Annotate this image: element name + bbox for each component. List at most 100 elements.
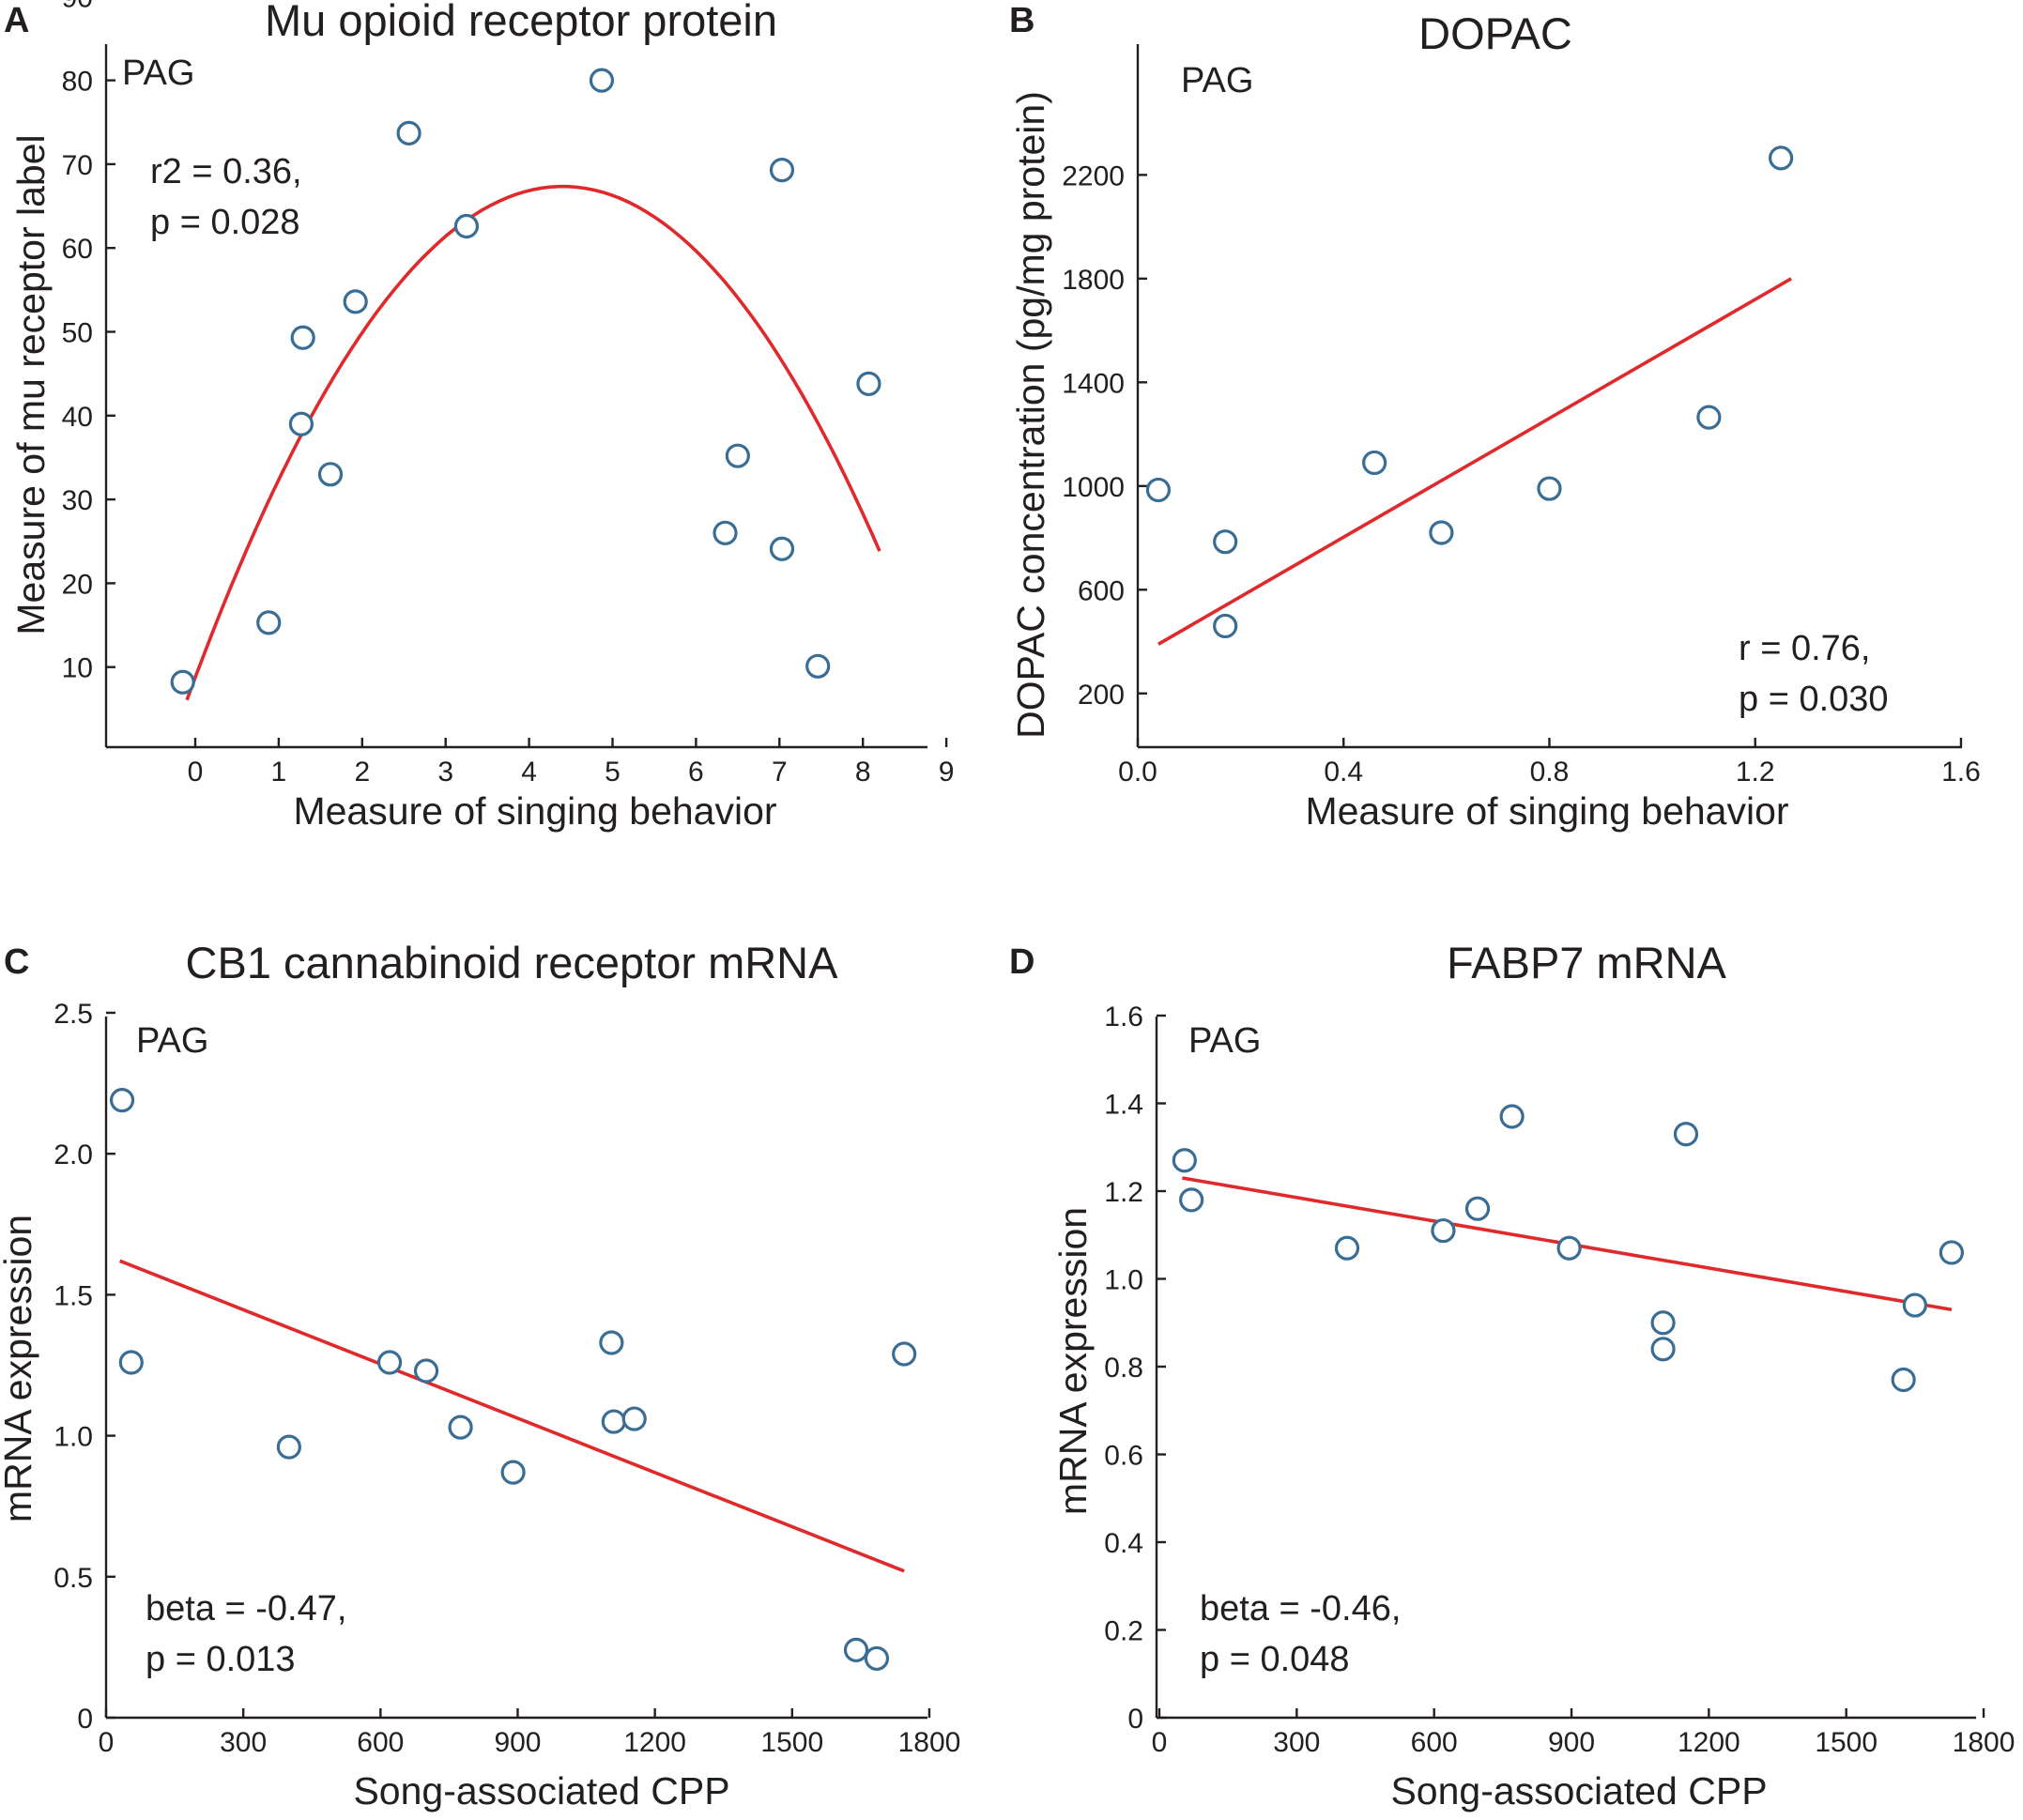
data-point <box>109 1088 135 1113</box>
y-tick-label: 30 <box>62 485 93 516</box>
y-tick-label: 600 <box>1078 575 1125 606</box>
panel-letter: D <box>1009 942 1034 982</box>
panel-letter: C <box>4 942 29 982</box>
region-label: PAG <box>1188 1021 1261 1061</box>
x-tick-label: 1.6 <box>1941 757 1981 788</box>
data-point <box>1696 405 1722 430</box>
data-point <box>500 1460 526 1485</box>
y-tick-label: 60 <box>62 234 93 265</box>
x-tick-label: 0 <box>99 1727 115 1758</box>
data-point <box>1213 613 1238 639</box>
y-tick-label: 0.6 <box>1104 1441 1143 1472</box>
stat-annotation: r2 = 0.36, <box>150 152 302 191</box>
y-tick-label: 0.2 <box>1104 1616 1143 1647</box>
data-point <box>376 1350 403 1375</box>
y-tick-label: 1400 <box>1062 368 1125 399</box>
y-tick-label: 80 <box>62 67 93 98</box>
data-point <box>396 120 421 145</box>
region-label: PAG <box>136 1021 208 1061</box>
x-tick-label: 300 <box>1273 1727 1320 1758</box>
x-axis-label: Measure of singing behavior <box>1305 789 1788 833</box>
data-point <box>276 1434 301 1460</box>
y-tick-label: 0.4 <box>1104 1528 1143 1559</box>
data-point <box>1429 520 1454 545</box>
stat-annotation: beta = -0.46, <box>1200 1589 1401 1629</box>
panel-c: C CB1 cannabinoid receptor mRNA 0 300 600 900… <box>0 938 960 1812</box>
stat-annotation: r = 0.76, <box>1739 629 1870 668</box>
chart-title: Mu opioid receptor protein <box>265 0 777 45</box>
data-point <box>1650 1310 1676 1336</box>
x-tick-label: 1800 <box>1953 1727 2015 1758</box>
y-tick-label: 1.0 <box>54 1422 93 1453</box>
data-point <box>892 1341 917 1367</box>
y-tick-label: 1.5 <box>54 1280 93 1311</box>
x-tick-label: 3 <box>437 757 453 788</box>
y-tick-label: 1.0 <box>1104 1265 1143 1296</box>
data-point <box>1179 1187 1204 1213</box>
stat-annotation: beta = -0.47, <box>146 1589 346 1629</box>
data-point <box>290 325 315 350</box>
x-tick-label: 1 <box>271 757 287 788</box>
data-point <box>317 462 344 487</box>
y-tick-label: 2.0 <box>54 1139 93 1170</box>
y-tick-label: 1800 <box>1062 265 1125 296</box>
data-point <box>843 1637 869 1663</box>
data-point <box>1499 1104 1525 1129</box>
y-tick-label: 1.4 <box>1104 1090 1143 1121</box>
data-point <box>448 1415 473 1440</box>
y-axis-label: mRNA expression <box>0 1215 39 1522</box>
data-point <box>1769 145 1794 171</box>
data-point <box>805 653 831 679</box>
x-tick-label: 1500 <box>1815 1727 1877 1758</box>
regression-line <box>118 1259 905 1573</box>
data-point <box>589 68 615 93</box>
data-point <box>856 371 881 396</box>
x-tick-label: 4 <box>521 757 537 788</box>
panel-a: A Mu opioid receptor protein 0 1 2 3 4 5 6 7 8 9 10 2… <box>4 0 954 833</box>
data-point <box>1145 477 1172 503</box>
x-tick-label: 5 <box>605 757 621 788</box>
data-point <box>1902 1292 1927 1318</box>
data-point <box>413 1358 439 1384</box>
x-tick-label: 1200 <box>1678 1727 1740 1758</box>
x-tick-label: 1800 <box>898 1727 961 1758</box>
y-tick-label: 90 <box>62 0 93 13</box>
data-point <box>1537 476 1562 501</box>
x-tick-label: 0.8 <box>1530 757 1570 788</box>
x-tick-label: 0.0 <box>1118 757 1157 788</box>
stat-annotation: p = 0.030 <box>1739 680 1889 719</box>
x-tick-label: 8 <box>855 757 871 788</box>
data-point <box>1362 450 1387 476</box>
x-tick-label: 2 <box>354 757 370 788</box>
panel-d: D FABP7 mRNA 0 300 600 900 1200 1500 1800 0 0.2 0.4… <box>1009 938 2015 1812</box>
y-tick-label: 0 <box>77 1704 93 1735</box>
data-point <box>599 1330 624 1355</box>
x-tick-label: 1.2 <box>1736 757 1775 788</box>
y-axis-label: DOPAC concentration (pg/mg protein) <box>1009 91 1052 739</box>
x-tick-label: 1500 <box>760 1727 823 1758</box>
x-tick-label: 0 <box>1152 1727 1168 1758</box>
data-point <box>1334 1235 1360 1261</box>
y-tick-label: 0 <box>1127 1704 1143 1735</box>
y-tick-label: 10 <box>62 653 93 684</box>
panel-letter: B <box>1009 1 1034 40</box>
x-tick-label: 1200 <box>623 1727 686 1758</box>
x-tick-label: 0 <box>188 757 204 788</box>
chart-title: FABP7 mRNA <box>1447 938 1726 987</box>
region-label: PAG <box>122 54 194 93</box>
data-point <box>1172 1148 1197 1173</box>
data-point <box>769 536 795 561</box>
y-tick-label: 1000 <box>1062 472 1125 503</box>
stat-annotation: p = 0.028 <box>150 203 300 242</box>
data-point <box>1673 1122 1699 1147</box>
x-axis-label: Song-associated CPP <box>1390 1769 1767 1812</box>
data-point <box>1939 1240 1964 1265</box>
data-point <box>256 610 282 635</box>
data-point <box>1431 1217 1456 1244</box>
data-point <box>713 520 738 545</box>
x-axis-label: Song-associated CPP <box>353 1769 729 1812</box>
y-tick-label: 50 <box>62 318 93 349</box>
y-axis-label: mRNA expression <box>1051 1207 1095 1515</box>
y-tick-label: 20 <box>62 569 93 600</box>
